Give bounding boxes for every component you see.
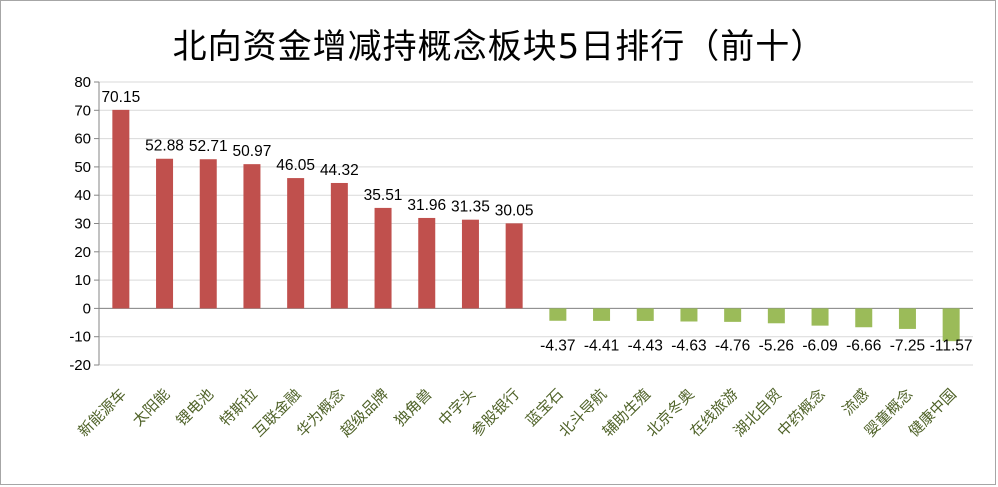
bar	[898, 308, 916, 329]
data-label: -11.57	[930, 337, 973, 354]
category-label: 中药概念	[774, 385, 829, 440]
y-tick-label: 30	[74, 216, 91, 233]
bar	[855, 308, 873, 328]
bar	[243, 164, 261, 309]
data-label: 31.96	[407, 197, 446, 214]
data-label: 52.88	[145, 138, 184, 155]
bar	[374, 207, 392, 309]
category-label: 参股银行	[468, 385, 523, 440]
y-tick-label: 10	[74, 272, 91, 289]
y-tick-label: 50	[74, 159, 91, 176]
category-label: 健康中国	[905, 385, 960, 440]
bar	[461, 219, 479, 309]
data-label: 50.97	[233, 143, 272, 160]
category-label: 超级品牌	[337, 385, 392, 440]
data-label: -5.26	[759, 337, 794, 354]
bar	[156, 158, 174, 309]
bar	[636, 308, 654, 321]
y-tick-label: -20	[69, 357, 91, 374]
data-label: -6.09	[802, 337, 837, 354]
axes: -20 -10 0 10 20 30 40 50 60 70 80	[69, 74, 973, 374]
bar	[811, 308, 829, 326]
category-label: 流感	[839, 385, 873, 419]
data-label: 30.05	[495, 202, 534, 219]
data-label: -4.76	[715, 337, 750, 354]
bar	[767, 308, 785, 324]
bar	[680, 308, 698, 322]
y-tick-label: 40	[74, 187, 91, 204]
bar	[505, 223, 523, 309]
data-label: 46.05	[276, 157, 315, 174]
bar	[549, 308, 567, 321]
data-label: -7.25	[890, 337, 925, 354]
category-label: 锂电池	[173, 385, 218, 430]
y-tick-label: 0	[83, 300, 91, 317]
bar	[942, 308, 960, 342]
data-label: -4.41	[584, 337, 619, 354]
y-tick-label: -10	[69, 329, 91, 346]
data-label: 31.35	[451, 199, 490, 216]
bar	[199, 159, 217, 309]
category-label: 新能源车	[75, 385, 130, 440]
data-label: -6.66	[846, 337, 881, 354]
data-label: 35.51	[364, 187, 403, 204]
data-label: -4.63	[671, 337, 706, 354]
y-tick-label: 20	[74, 244, 91, 261]
bar	[330, 182, 348, 309]
bar	[593, 308, 611, 321]
bar	[287, 178, 305, 309]
data-label: -4.37	[540, 337, 575, 354]
y-tick-label: 70	[74, 102, 91, 119]
data-label: 44.32	[320, 162, 359, 179]
y-tick-label: 80	[74, 74, 91, 91]
category-label: 太阳能	[129, 385, 174, 430]
data-label: 70.15	[101, 89, 140, 106]
bar	[112, 109, 130, 309]
bar	[724, 308, 742, 322]
y-tick-label: 60	[74, 131, 91, 148]
category-label: 独角兽	[391, 385, 436, 430]
data-label: -4.43	[628, 337, 663, 354]
grid-lines	[99, 81, 973, 366]
chart-title: 北向资金增减持概念板块5日排行（前十）	[172, 27, 826, 67]
bar	[418, 217, 436, 309]
bars	[112, 109, 960, 342]
data-label: 52.71	[189, 138, 228, 155]
